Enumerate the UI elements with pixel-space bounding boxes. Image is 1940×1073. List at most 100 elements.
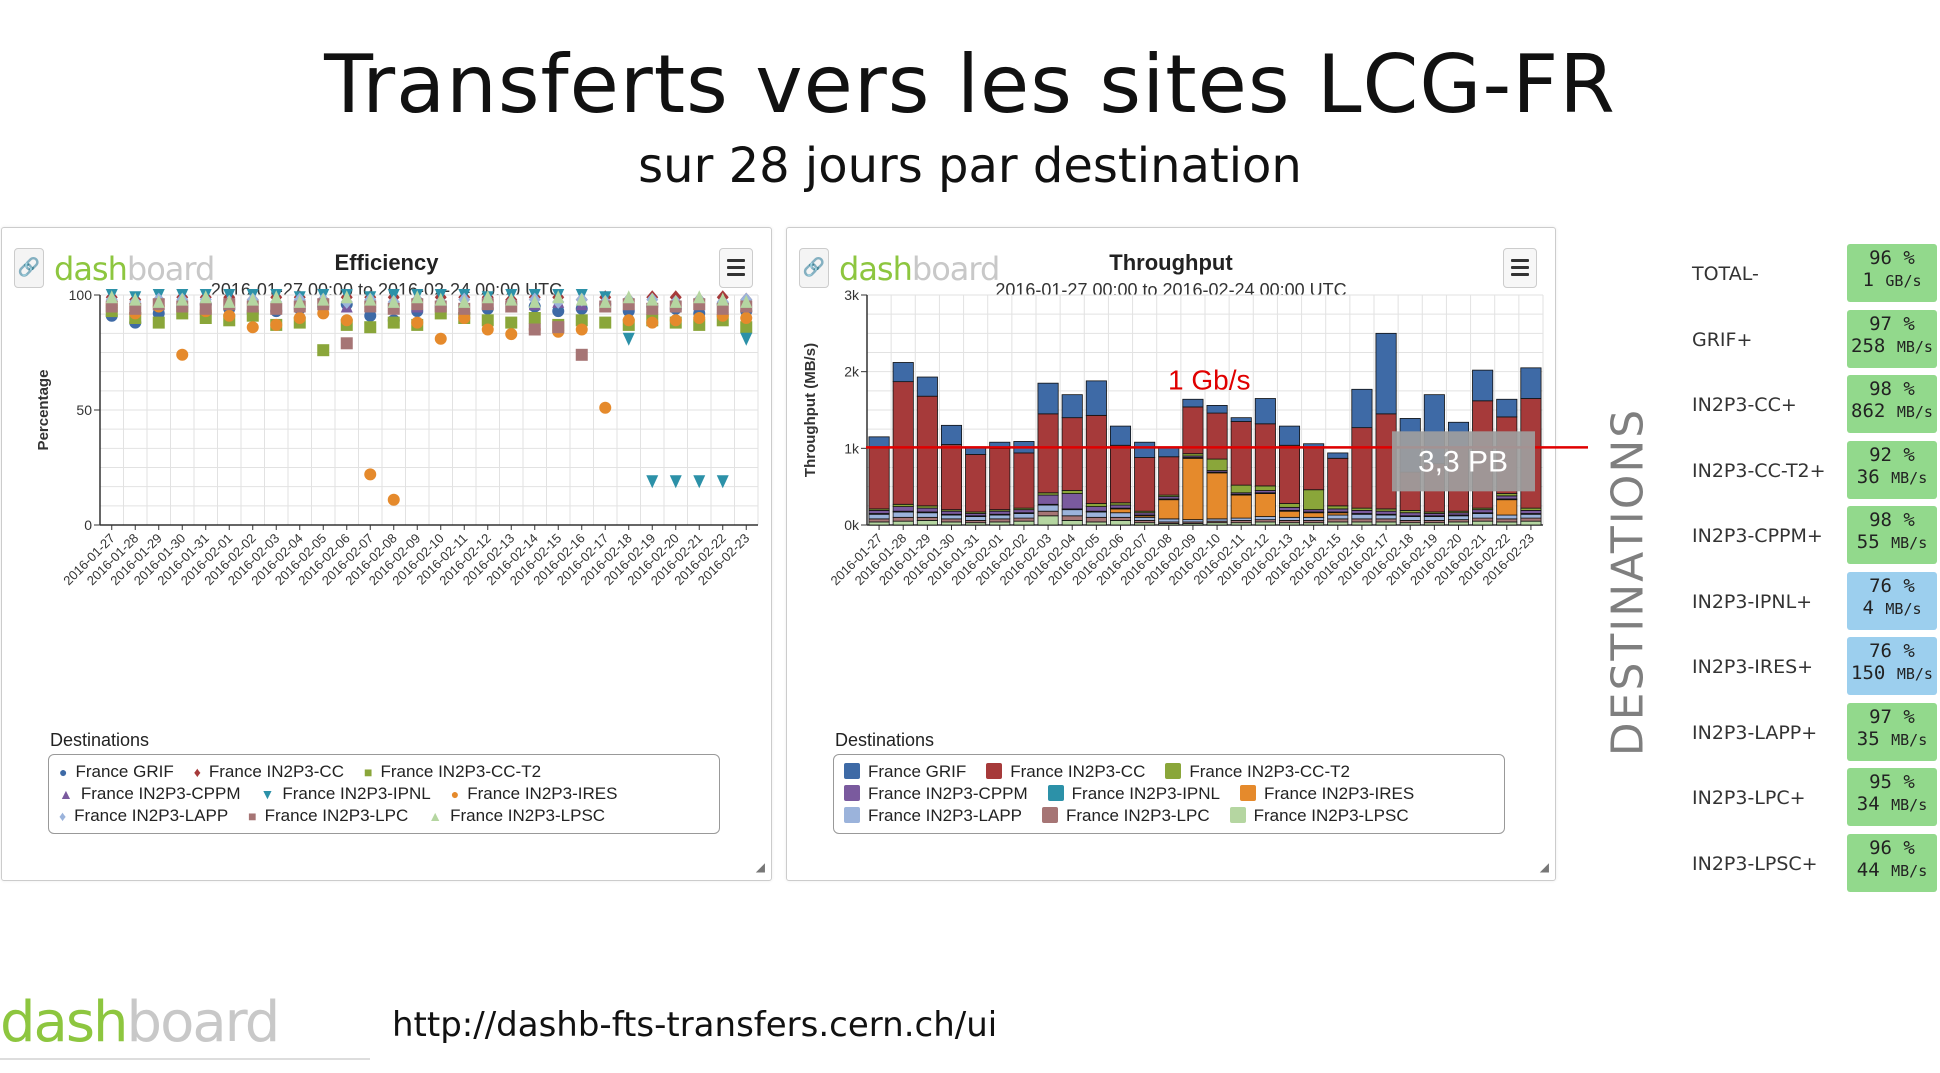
- destination-row[interactable]: IN2P3-CPPM+ 98 % 55 MB/s: [1692, 506, 1937, 566]
- link-icon[interactable]: 🔗: [799, 248, 829, 288]
- legend-symbol: ●: [450, 786, 460, 802]
- scatter-point: [505, 316, 518, 329]
- destination-name[interactable]: IN2P3-IRES+: [1692, 656, 1814, 678]
- destination-row[interactable]: IN2P3-IRES+ 76 % 150 MB/s: [1692, 637, 1937, 697]
- bar-segment: [1520, 367, 1542, 399]
- legend-label: France IN2P3-IRES: [467, 784, 618, 803]
- scatter-point: [575, 314, 588, 327]
- legend-item[interactable]: ● France GRIF: [59, 761, 174, 783]
- bar-segment: [1061, 519, 1083, 526]
- scatter-point: [740, 294, 753, 308]
- legend-item[interactable]: ♦ France IN2P3-CC: [194, 761, 344, 783]
- bar-segment: [1303, 489, 1325, 511]
- scatter-point: [199, 302, 212, 315]
- bar-segment: [1520, 398, 1542, 509]
- legend-item[interactable]: ■ France IN2P3-LPC: [248, 805, 408, 827]
- destination-stats: 97 % 35 MB/s: [1847, 702, 1937, 761]
- legend-symbol: ■: [248, 808, 257, 824]
- legend-item[interactable]: France IN2P3-CC: [986, 761, 1145, 783]
- destination-name[interactable]: IN2P3-LPC+: [1692, 787, 1806, 809]
- destination-row[interactable]: IN2P3-LPC+ 95 % 34 MB/s: [1692, 768, 1937, 828]
- legend-item[interactable]: ■ France IN2P3-CC-T2: [364, 761, 541, 783]
- destination-name[interactable]: GRIF+: [1692, 328, 1753, 351]
- resize-handle[interactable]: ◢: [755, 860, 765, 874]
- legend-label: France IN2P3-IPNL: [282, 784, 431, 803]
- bar-segment: [1327, 508, 1349, 513]
- bar-segment: [1013, 452, 1035, 509]
- link-icon[interactable]: 🔗: [14, 248, 44, 288]
- destination-rate: 1 GB/s: [1847, 269, 1937, 291]
- throughput-chart: 0k1k2k3k2016-01-272016-01-282016-01-2920…: [802, 287, 1544, 588]
- bar-segment: [1230, 421, 1252, 486]
- slide-title: Transferts vers les sites LCG-FR: [324, 38, 1616, 131]
- legend-item[interactable]: ● France IN2P3-IRES: [451, 783, 618, 805]
- legend-item[interactable]: France GRIF: [844, 761, 966, 783]
- destination-name[interactable]: IN2P3-LPSC+: [1692, 852, 1818, 875]
- bar-segment: [1109, 512, 1132, 518]
- y-axis-label: Throughput (MB/s): [802, 343, 819, 477]
- scatter-point: [740, 321, 753, 334]
- legend-item[interactable]: ▼ France IN2P3-IPNL: [261, 783, 431, 805]
- legend-item[interactable]: ♦ France IN2P3-LAPP: [59, 805, 228, 827]
- rate-unit: MB/s: [1891, 861, 1928, 880]
- bar-segment: [868, 518, 890, 523]
- efficiency-legend-title: Destinations: [50, 730, 150, 750]
- legend-item[interactable]: France IN2P3-LPC: [1042, 805, 1210, 827]
- destination-stats: 98 % 55 MB/s: [1847, 506, 1937, 564]
- bar-segment: [1303, 443, 1325, 448]
- legend-item[interactable]: France IN2P3-IPNL: [1047, 783, 1220, 805]
- legend-item[interactable]: France IN2P3-CC-T2: [1165, 761, 1350, 783]
- resize-handle[interactable]: ◢: [1539, 860, 1549, 874]
- destination-row[interactable]: IN2P3-LAPP+ 97 % 35 MB/s: [1692, 702, 1937, 763]
- destination-row[interactable]: IN2P3-IPNL+ 76 % 4 MB/s: [1692, 571, 1937, 632]
- scatter-point: [599, 401, 612, 414]
- throughput-menu-button[interactable]: [1503, 248, 1537, 288]
- bar-segment: [1303, 512, 1325, 518]
- destination-name[interactable]: IN2P3-CC+: [1692, 394, 1797, 416]
- bar-segment: [1254, 493, 1276, 517]
- bar-segment: [916, 516, 938, 521]
- legend-item[interactable]: France IN2P3-LAPP: [844, 805, 1022, 827]
- legend-label: France IN2P3-LPC: [1066, 806, 1210, 825]
- destination-rate: 44 MB/s: [1847, 859, 1937, 881]
- legend-item[interactable]: France IN2P3-CPPM: [844, 783, 1028, 805]
- destination-row[interactable]: IN2P3-CC+ 98 % 862 MB/s: [1692, 375, 1937, 435]
- rate-unit: MB/s: [1896, 403, 1933, 421]
- bar-segment: [1230, 484, 1252, 494]
- throughput-title: Throughput: [1109, 250, 1233, 275]
- destination-name[interactable]: IN2P3-IPNL+: [1692, 590, 1813, 613]
- destination-name[interactable]: TOTAL-: [1692, 263, 1759, 285]
- scatter-point: [129, 292, 142, 306]
- bar-segment: [1085, 506, 1107, 512]
- y-tick-label: 100: [69, 287, 93, 303]
- destination-name[interactable]: IN2P3-CC-T2+: [1692, 459, 1826, 482]
- bar-segment: [1013, 520, 1035, 526]
- destination-row[interactable]: IN2P3-LPSC+ 96 % 44 MB/s: [1692, 833, 1937, 894]
- rate-value: 150: [1851, 662, 1886, 684]
- scatter-point: [246, 292, 259, 306]
- legend-symbol: [844, 807, 860, 823]
- legend-item[interactable]: France IN2P3-LPSC: [1229, 805, 1409, 827]
- destination-row[interactable]: IN2P3-CC-T2+ 92 % 36 MB/s: [1692, 440, 1937, 501]
- bar-segment: [892, 362, 914, 383]
- bar-segment: [1109, 504, 1132, 509]
- bar-segment: [1496, 398, 1518, 418]
- destination-name[interactable]: IN2P3-LAPP+: [1692, 721, 1818, 744]
- scatter-point: [716, 475, 729, 489]
- legend-item[interactable]: ▲ France IN2P3-LPSC: [428, 805, 605, 827]
- bar-segment: [1496, 518, 1518, 523]
- throughput-panel: 🔗 dashboard Throughput 2016-01-27 00:00 …: [786, 227, 1556, 881]
- destination-row[interactable]: TOTAL- 96 % 1 GB/s: [1692, 244, 1937, 304]
- legend-item[interactable]: France IN2P3-IRES: [1240, 783, 1414, 805]
- rate-value: 34: [1856, 793, 1880, 815]
- scatter-point: [740, 332, 753, 346]
- bar-segment: [989, 447, 1011, 511]
- legend-item[interactable]: ▲ France IN2P3-CPPM: [59, 783, 241, 805]
- efficiency-menu-button[interactable]: [719, 248, 753, 288]
- destination-row[interactable]: GRIF+ 97 % 258 MB/s: [1692, 309, 1937, 370]
- destination-name[interactable]: IN2P3-CPPM+: [1692, 525, 1823, 547]
- bar-segment: [1230, 494, 1252, 519]
- legend-symbol: [844, 763, 860, 779]
- efficiency-legend: ● France GRIF ♦ France IN2P3-CC ■ France IN2P…: [48, 754, 720, 834]
- footer-url[interactable]: http://dashb-fts-transfers.cern.ch/ui: [392, 1005, 998, 1045]
